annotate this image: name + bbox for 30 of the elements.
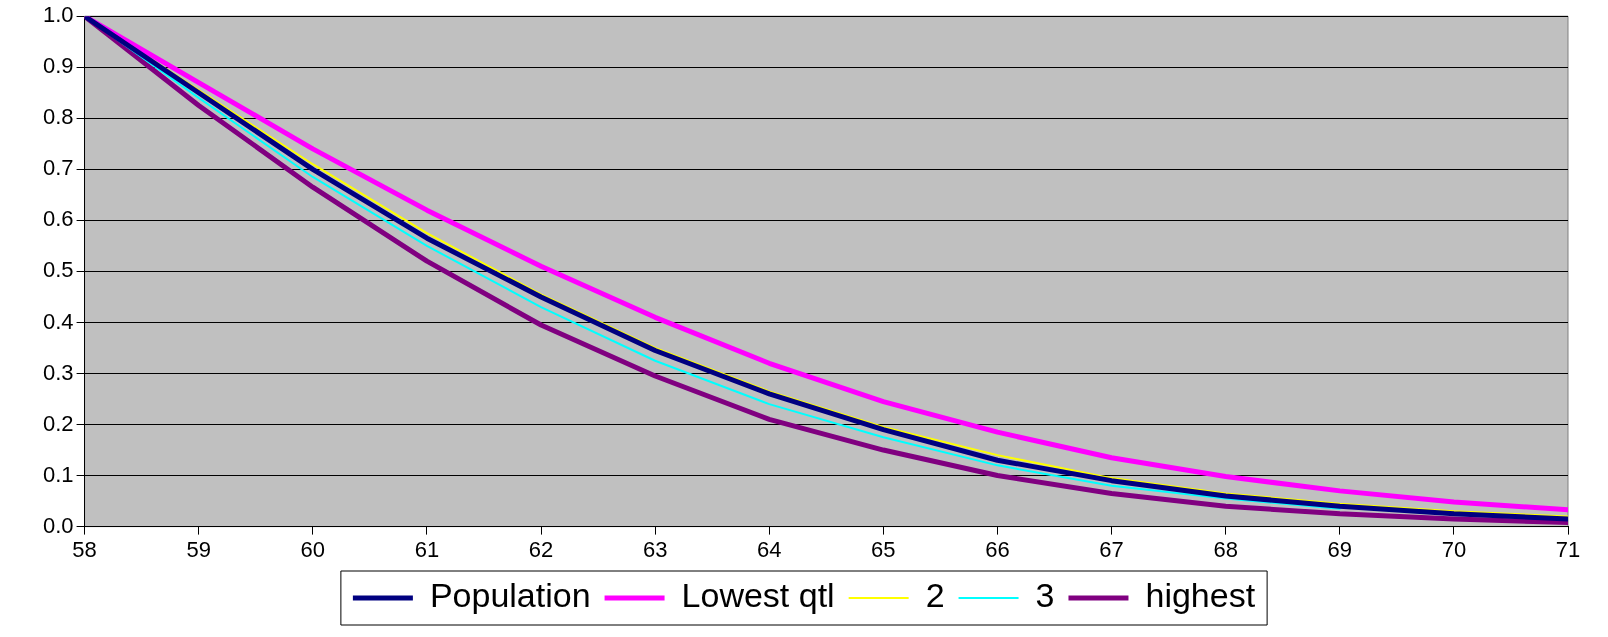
x-tick-label: 64	[756, 536, 782, 562]
x-tick-label: 66	[985, 536, 1010, 562]
legend-label: 2	[925, 576, 945, 615]
x-tick-label: 59	[186, 536, 211, 562]
y-tick-label: 0.4	[42, 308, 74, 334]
y-tick-label: 0.1	[42, 461, 74, 487]
x-tick-label: 65	[871, 536, 896, 562]
legend-label: highest	[1145, 576, 1256, 615]
x-tick-label: 63	[642, 536, 668, 562]
x-tick-label: 60	[300, 536, 326, 562]
legend-label: Population	[429, 576, 591, 615]
x-tick-label: 67	[1099, 536, 1124, 562]
y-tick-label: 0.8	[42, 104, 74, 130]
x-tick-label: 58	[72, 536, 97, 562]
legend-label: 3	[1035, 576, 1055, 615]
legend-label: Lowest qtl	[681, 576, 835, 615]
y-tick-label: 0.7	[42, 155, 74, 181]
x-tick-label: 62	[528, 536, 554, 562]
x-tick-label: 69	[1327, 536, 1353, 562]
y-tick-label: 0.6	[42, 206, 74, 232]
x-tick-label: 68	[1213, 536, 1238, 562]
y-tick-label: 1.0	[42, 2, 74, 28]
y-tick-label: 0.2	[42, 410, 74, 436]
y-tick-label: 0.3	[42, 359, 74, 385]
x-tick-label: 71	[1555, 536, 1581, 562]
x-tick-label: 70	[1441, 536, 1467, 562]
y-tick-label: 0.0	[42, 512, 74, 538]
y-tick-label: 0.5	[42, 257, 74, 283]
x-tick-label: 61	[414, 536, 440, 562]
y-tick-label: 0.9	[42, 53, 74, 79]
